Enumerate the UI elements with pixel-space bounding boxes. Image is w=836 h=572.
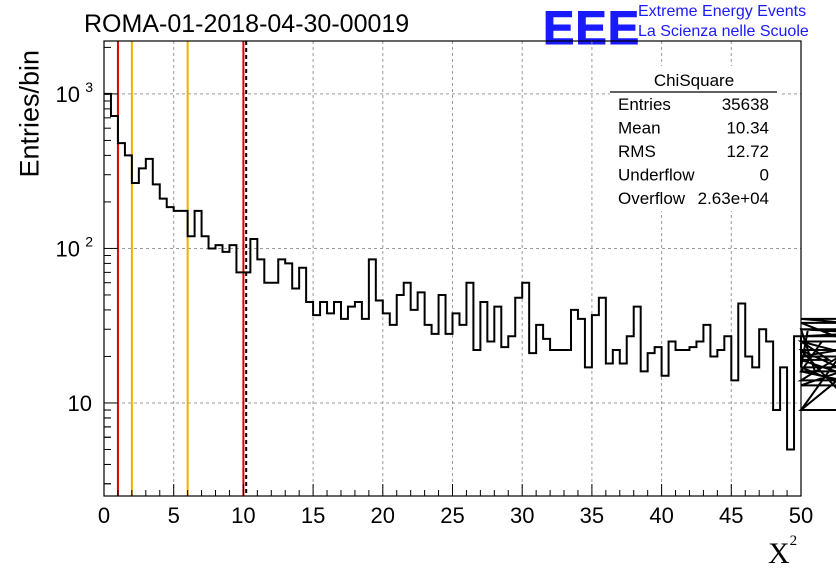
- x-axis-label-superscript: 2: [789, 533, 798, 549]
- x-axis-label: X2: [768, 533, 797, 571]
- logo-tagline-1: Extreme Energy Events: [638, 3, 807, 20]
- stats-row-label: Entries: [618, 95, 671, 114]
- stats-row-label: Overflow: [618, 189, 686, 208]
- y-tick-label: 10: [68, 391, 92, 416]
- y-tick-exponent: 2: [85, 233, 93, 249]
- x-tick-label: 35: [580, 503, 604, 528]
- y-tick-label: 10: [56, 82, 80, 107]
- stats-box-title: ChiSquare: [654, 71, 734, 90]
- stats-row-value: 0: [760, 166, 769, 185]
- stats-row-value: 35638: [722, 95, 769, 114]
- stats-box-bg: [610, 66, 780, 211]
- x-tick-label: 0: [98, 503, 110, 528]
- y-tick-label: 10: [56, 236, 80, 261]
- x-tick-label: 50: [789, 503, 813, 528]
- stats-row-label: Mean: [618, 119, 661, 138]
- x-tick-label: 45: [719, 503, 743, 528]
- x-tick-label: 15: [301, 503, 325, 528]
- x-tick-label: 5: [168, 503, 180, 528]
- x-tick-label: 10: [231, 503, 255, 528]
- stats-row-value: 2.63e+04: [698, 189, 769, 208]
- stats-row-value: 12.72: [726, 142, 769, 161]
- x-tick-label: 20: [371, 503, 395, 528]
- x-tick-label: 40: [649, 503, 673, 528]
- stats-row-value: 10.34: [726, 119, 769, 138]
- x-tick-label: 30: [510, 503, 534, 528]
- eee-logo: EEE: [542, 1, 641, 55]
- x-axis-label-text: X: [768, 537, 790, 570]
- x-tick-label: 25: [440, 503, 464, 528]
- plot-title: ROMA-01-2018-04-30-00019: [84, 10, 410, 38]
- stats-row-label: Underflow: [618, 166, 695, 185]
- y-tick-exponent: 3: [85, 79, 93, 95]
- stats-row-label: RMS: [618, 142, 656, 161]
- logo-tagline-2: La Scienza nelle Scuole: [638, 23, 809, 40]
